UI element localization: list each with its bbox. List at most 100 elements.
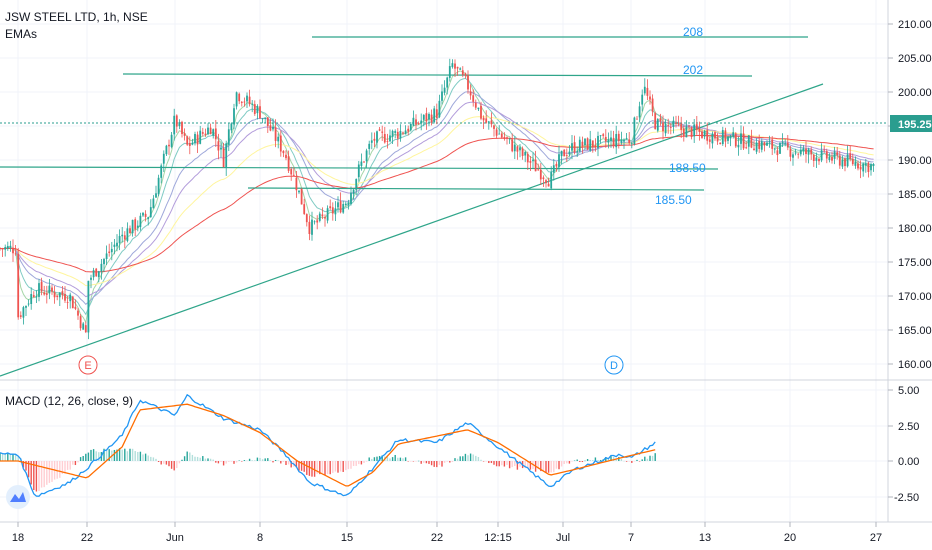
- earnings-marker[interactable]: E: [78, 355, 98, 375]
- candle-body: [248, 96, 251, 105]
- candle-body: [550, 172, 553, 189]
- candle-body: [472, 95, 475, 102]
- macd-histogram-bar: [511, 461, 513, 468]
- candle-body: [636, 118, 638, 120]
- candle-body: [53, 292, 56, 298]
- candle-body: [404, 130, 407, 135]
- candle-body: [654, 113, 657, 130]
- macd-histogram-bar: [178, 461, 181, 464]
- macd-histogram-bar: [399, 457, 402, 461]
- macd-histogram-bar: [209, 458, 212, 461]
- time-axis[interactable]: 18 22 Jun 8 15 22 12:15 Jul 7 13 20 27: [12, 522, 882, 544]
- macd-histogram-bar: [4, 453, 6, 461]
- candle-body: [17, 253, 20, 318]
- candle-body: [40, 281, 43, 292]
- candle-body: [113, 244, 116, 247]
- macd-histogram-bar: [391, 457, 394, 461]
- time-tick-label: 8: [257, 532, 263, 544]
- macd-histogram-bar: [579, 461, 581, 462]
- candle-body: [420, 120, 423, 124]
- macd-histogram-bar: [386, 456, 389, 461]
- macd-histogram-bar: [295, 461, 298, 468]
- candle-body: [719, 142, 722, 145]
- tradingview-logo-icon[interactable]: [6, 485, 30, 509]
- macd-histogram-bar: [376, 456, 378, 461]
- candle-body: [838, 155, 841, 166]
- candle-body: [503, 136, 506, 140]
- indicator-legend[interactable]: EMAs: [5, 27, 37, 41]
- macd-histogram-bar: [415, 461, 417, 462]
- candle-body: [144, 213, 147, 217]
- candle-body: [82, 323, 85, 330]
- support-resistance-levels[interactable]: [0, 36, 824, 377]
- candle-body: [864, 163, 867, 166]
- macd-histogram-bar: [485, 461, 487, 462]
- macd-axis[interactable]: 5.00 2.50 0.00 -2.50: [888, 385, 919, 504]
- candle-body: [170, 134, 173, 147]
- ema-20-line: [0, 91, 874, 305]
- macd-histogram-bar: [163, 461, 165, 464]
- candle-body: [173, 115, 176, 135]
- macd-histogram-bar: [35, 461, 38, 492]
- candle-body: [485, 118, 488, 123]
- candle-body: [690, 127, 693, 137]
- candlesticks[interactable]: [0, 58, 875, 340]
- macd-histogram-bar: [332, 461, 334, 473]
- time-tick-label: 13: [699, 532, 711, 544]
- candle-body: [378, 129, 381, 131]
- macd-legend[interactable]: MACD (12, 26, close, 9): [5, 394, 133, 408]
- dividend-marker[interactable]: D: [604, 355, 624, 375]
- candle-body: [740, 133, 742, 144]
- macd-histogram-bar: [641, 459, 643, 461]
- macd-histogram-bar: [155, 458, 157, 461]
- candle-body: [147, 217, 150, 219]
- macd-histogram-bar: [545, 461, 547, 473]
- price-axis[interactable]: 210.00205.00200.00195.00190.00185.00180.…: [888, 19, 932, 371]
- candle-body: [547, 183, 550, 187]
- candle-body: [552, 165, 555, 173]
- candle-body: [246, 95, 248, 102]
- macd-histogram-bar: [407, 461, 409, 462]
- candle-body: [160, 165, 163, 178]
- candle-body: [407, 128, 410, 132]
- signal-line: [0, 403, 656, 487]
- macd-histogram-bar: [33, 461, 35, 491]
- macd-histogram-bar: [433, 461, 435, 467]
- macd-histogram-bar: [264, 458, 266, 461]
- candle-body: [428, 113, 430, 120]
- candle-body: [274, 127, 277, 141]
- macd-histogram-bar: [30, 461, 32, 485]
- macd-histogram-bar: [610, 456, 612, 461]
- macd-histogram-bar: [462, 456, 464, 461]
- level-202-line[interactable]: [122, 73, 753, 77]
- candle-body: [131, 219, 134, 234]
- macd-histogram-bar: [446, 461, 448, 462]
- macd-histogram-bar: [636, 459, 638, 461]
- candle-body: [776, 150, 779, 156]
- macd-histogram-bar: [14, 454, 17, 461]
- grid: [0, 0, 888, 522]
- candle-body: [711, 133, 714, 144]
- level-185-line[interactable]: [247, 187, 705, 191]
- macd-histogram-bar: [638, 461, 641, 462]
- candle-body: [337, 202, 339, 208]
- candle-body: [311, 219, 313, 235]
- candle-body: [516, 146, 519, 152]
- candle-body: [558, 154, 560, 167]
- candle-body: [334, 208, 337, 215]
- candle-body: [825, 151, 828, 159]
- macd-histogram-bar: [475, 455, 477, 461]
- candle-body: [188, 142, 191, 146]
- candle-body: [71, 296, 74, 309]
- macd-histogram-bar: [467, 455, 469, 461]
- macd-histogram-bar: [204, 458, 207, 461]
- candle-body: [79, 316, 82, 329]
- candle-body: [425, 113, 428, 122]
- candle-body: [201, 132, 204, 134]
- candle-body: [662, 122, 664, 132]
- candle-body: [430, 114, 433, 123]
- time-tick-label: 22: [431, 532, 443, 544]
- macd-histogram-bar: [599, 459, 602, 461]
- candle-body: [409, 123, 412, 131]
